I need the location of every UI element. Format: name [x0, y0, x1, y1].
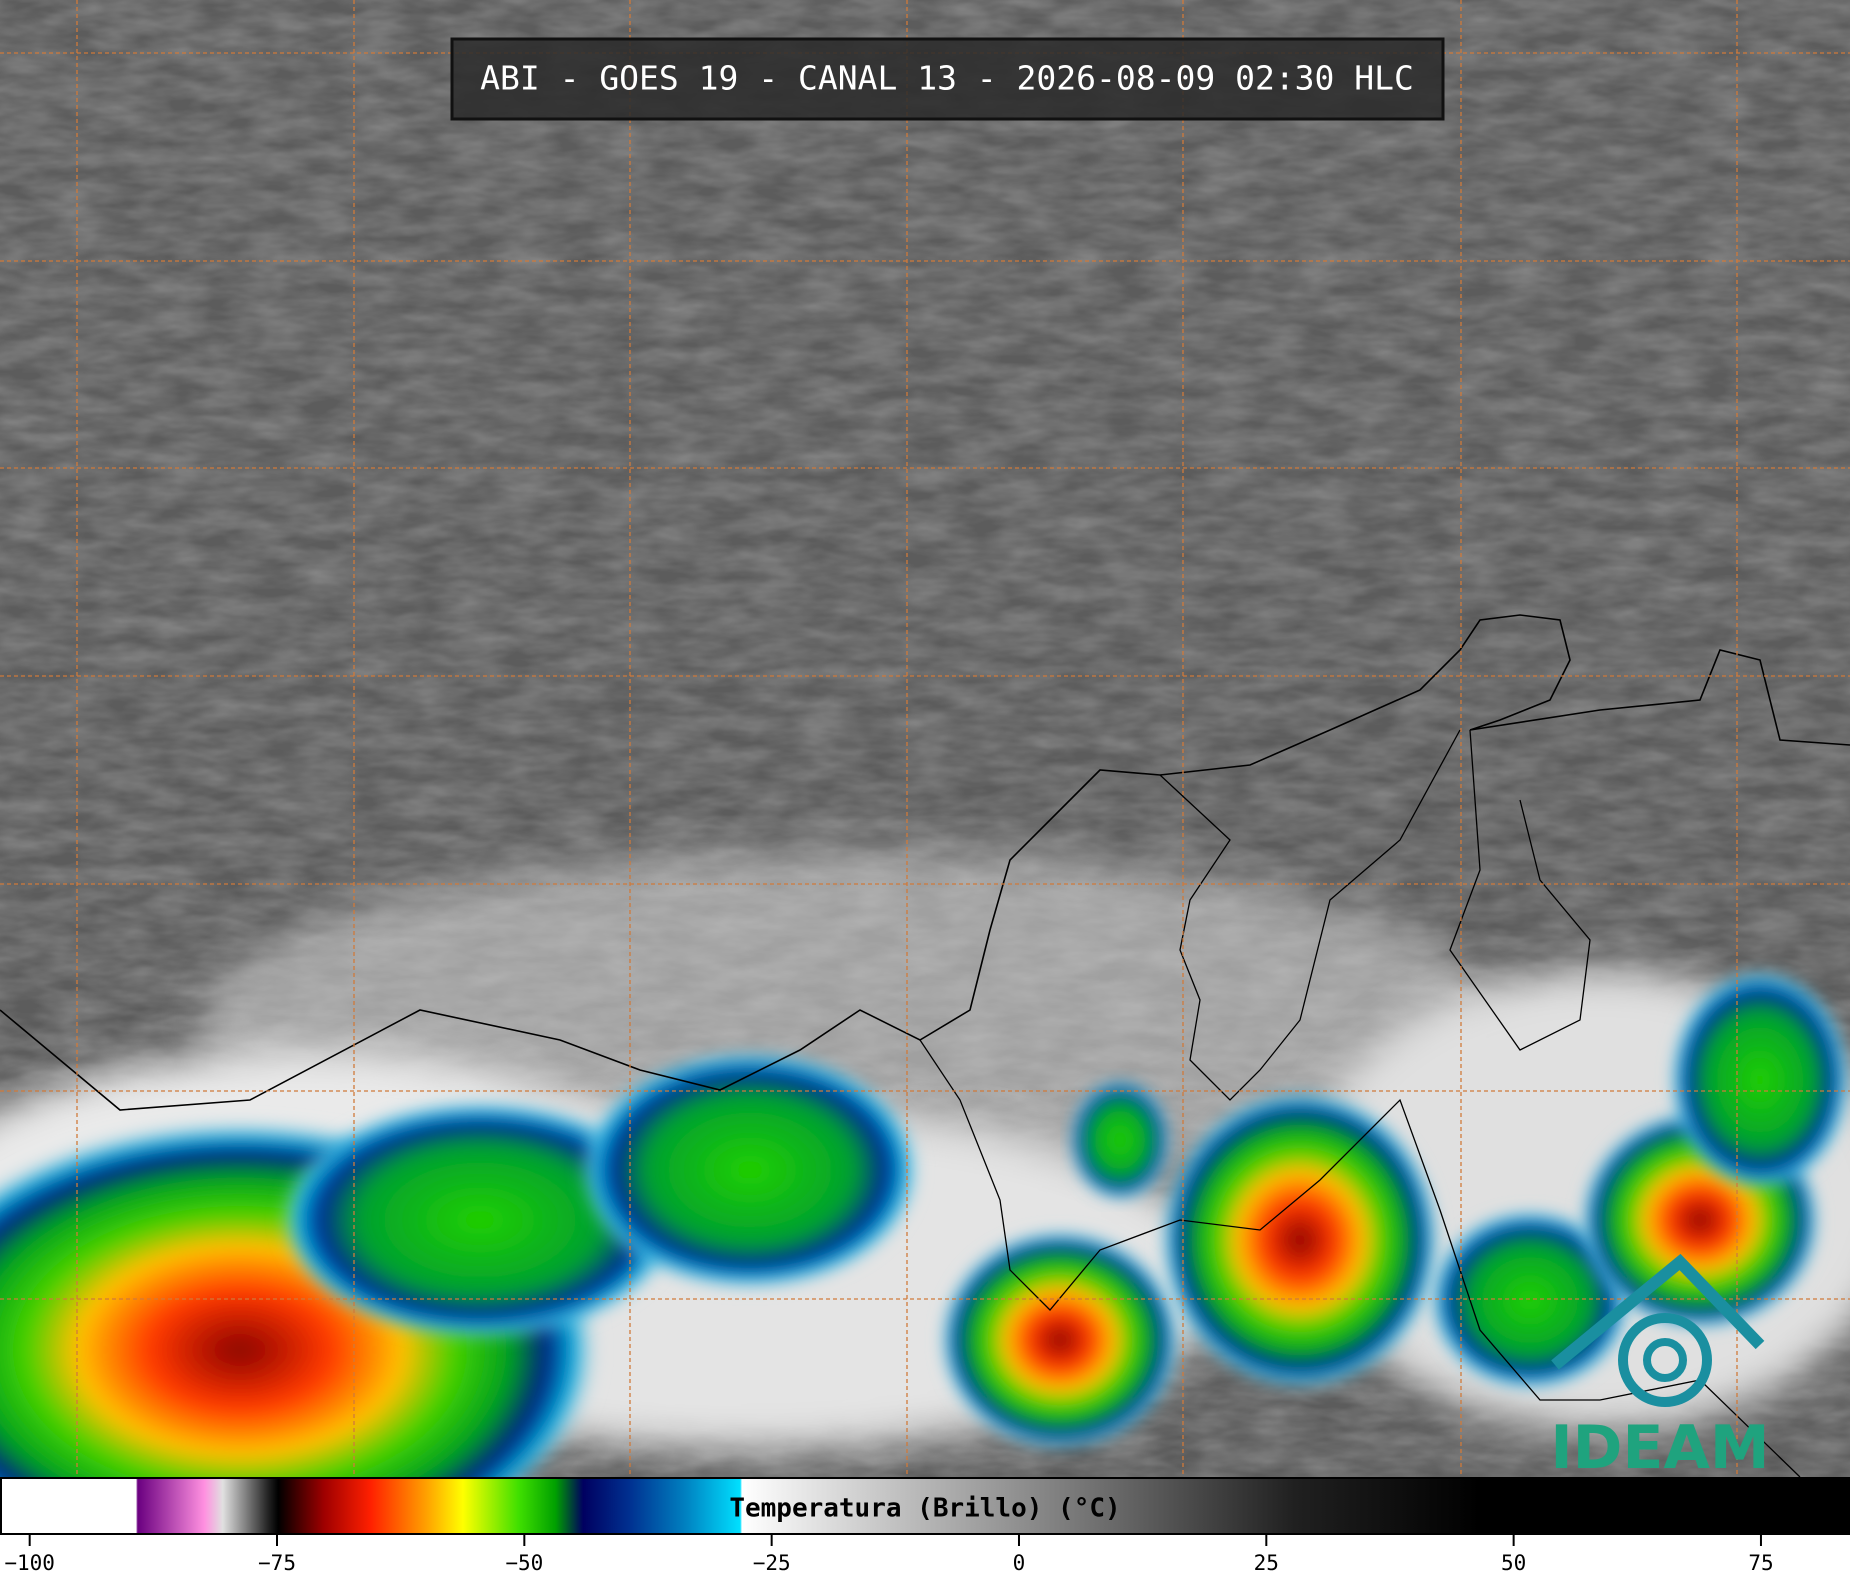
tick-label: −100	[4, 1551, 55, 1575]
tick-label: 0	[1013, 1551, 1026, 1575]
tick-label: −75	[258, 1551, 296, 1575]
logo-text: IDEAM	[1550, 1413, 1769, 1483]
tick-label: −25	[753, 1551, 791, 1575]
colorbar: Temperatura (Brillo) (°C) −100 −75 −50 −25 0…	[0, 1477, 1850, 1577]
colorbar-label: Temperatura (Brillo) (°C)	[729, 1494, 1120, 1524]
tick-label: 50	[1501, 1551, 1526, 1575]
tick-label: −50	[505, 1551, 543, 1575]
logo: IDEAM	[1550, 1253, 1770, 1483]
title-box: ABI - GOES 19 - CANAL 13 - 2026-08-09 02…	[450, 37, 1445, 121]
title: ABI - GOES 19 - CANAL 13 - 2026-08-09 02…	[480, 59, 1414, 98]
colorbar-ticks: −100 −75 −50 −25 0 25 50 75	[4, 1534, 1774, 1575]
tick-label: 75	[1748, 1551, 1773, 1575]
tick-label: 25	[1254, 1551, 1279, 1575]
